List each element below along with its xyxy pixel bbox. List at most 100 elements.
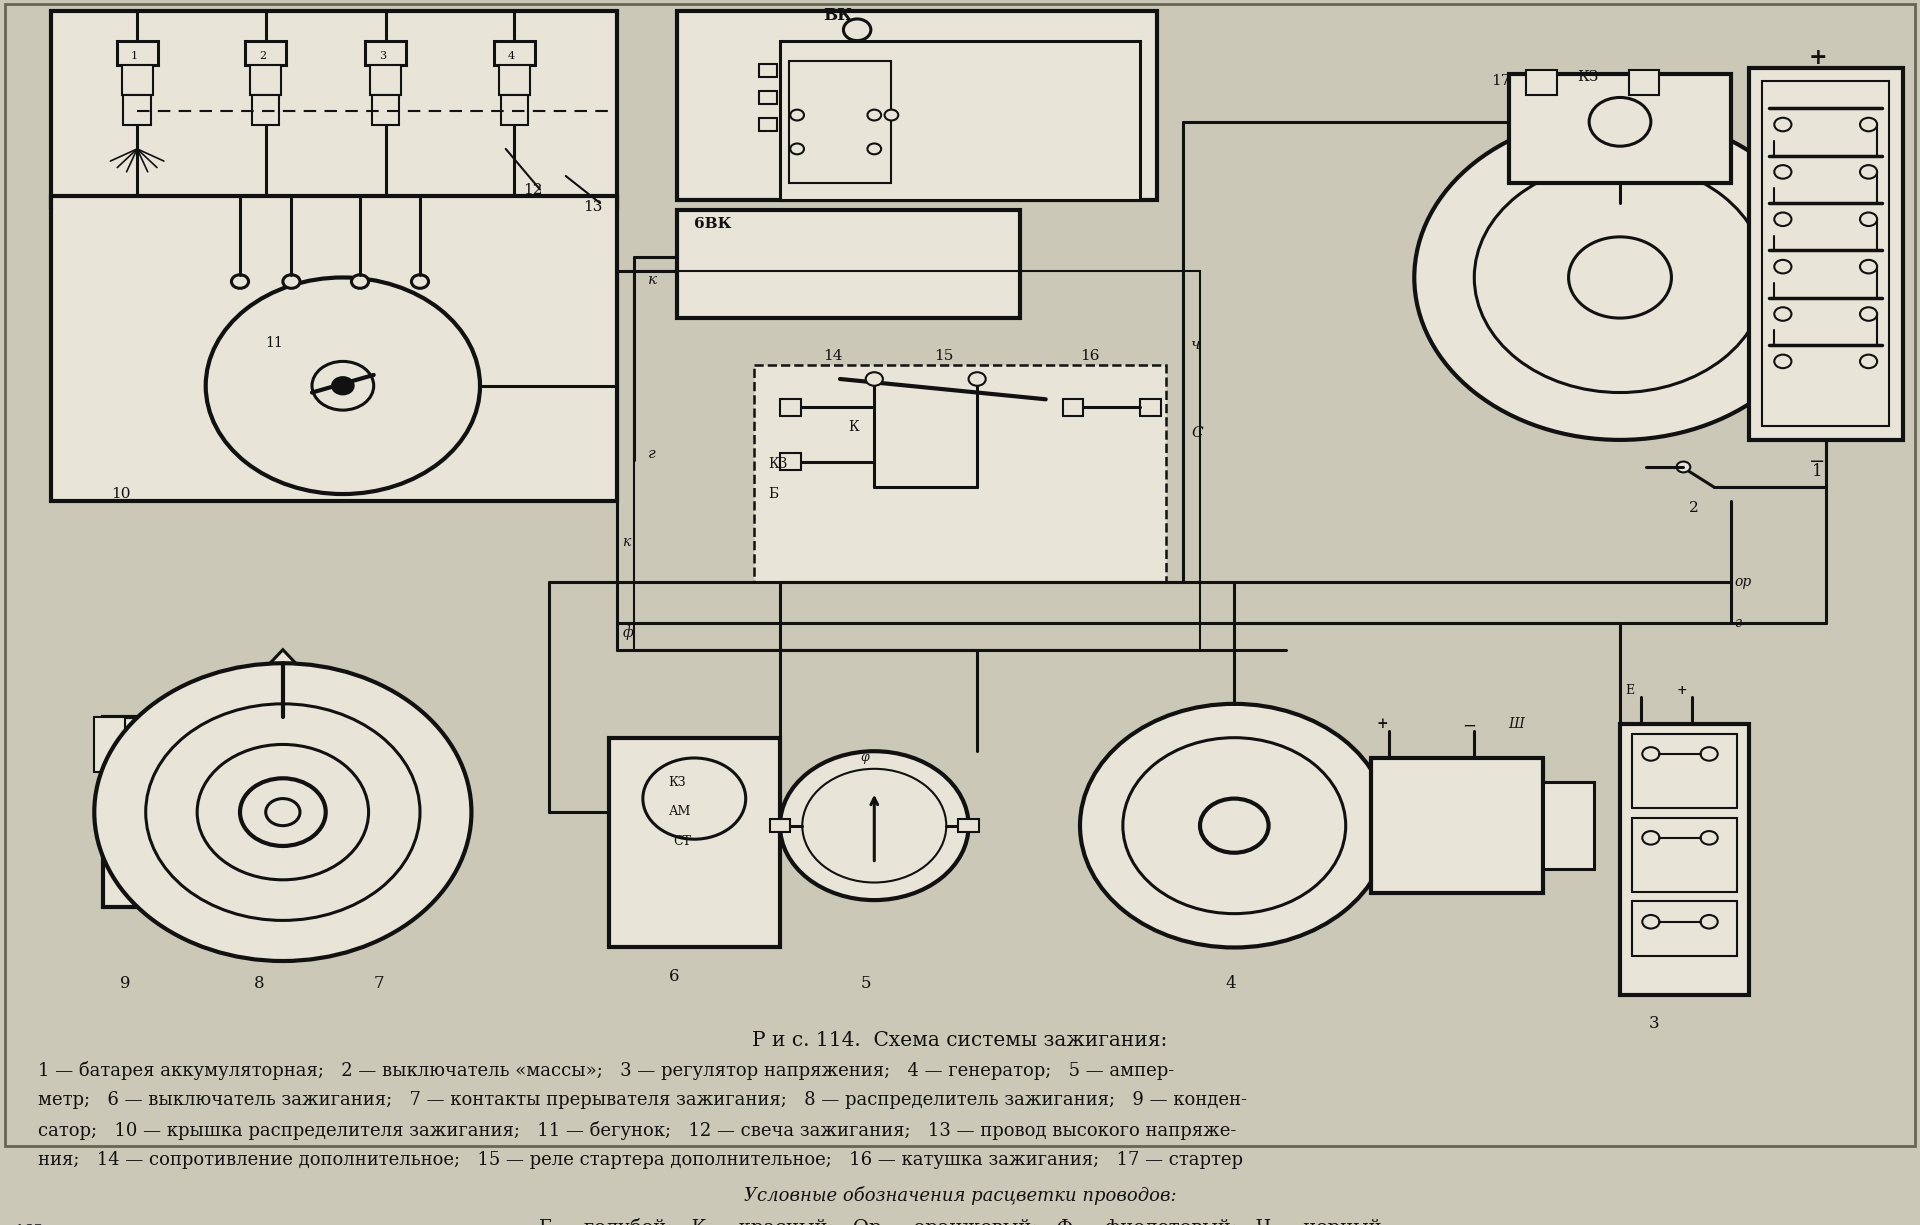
Bar: [1620, 724, 1749, 995]
Circle shape: [791, 143, 804, 154]
Text: ВК: ВК: [824, 7, 852, 23]
Text: Ш: Ш: [1509, 718, 1524, 731]
Text: к: к: [622, 534, 630, 549]
Circle shape: [868, 109, 881, 120]
Text: 4: 4: [507, 51, 515, 61]
Text: К: К: [849, 420, 858, 434]
Bar: [678, 209, 1020, 318]
Text: 2: 2: [259, 51, 267, 61]
Bar: [372, 94, 399, 125]
Bar: [770, 818, 791, 833]
Circle shape: [780, 751, 968, 900]
Circle shape: [1774, 307, 1791, 321]
Text: метр;   6 — выключатель зажигания;   7 — контакты прерывателя зажигания;   8 — р: метр; 6 — выключатель зажигания; 7 — кон…: [38, 1091, 1246, 1109]
Text: φ: φ: [860, 751, 870, 764]
Bar: [780, 40, 1140, 201]
Bar: [250, 65, 280, 94]
Circle shape: [1774, 212, 1791, 227]
Bar: [1064, 399, 1083, 415]
Circle shape: [351, 274, 369, 288]
Bar: [1632, 902, 1736, 956]
Bar: [609, 737, 780, 947]
Bar: [1526, 70, 1557, 94]
Circle shape: [1860, 165, 1878, 179]
Circle shape: [1642, 915, 1659, 929]
Text: КЗ: КЗ: [668, 775, 685, 789]
Circle shape: [1701, 915, 1718, 929]
Circle shape: [866, 372, 883, 386]
Text: к: к: [649, 273, 657, 288]
Polygon shape: [703, 54, 762, 149]
Bar: [246, 40, 286, 65]
Bar: [493, 40, 536, 65]
Text: ф: ф: [622, 625, 634, 641]
Bar: [52, 11, 616, 207]
Text: КЗ: КЗ: [768, 457, 787, 472]
Circle shape: [1123, 737, 1346, 914]
Bar: [52, 196, 616, 501]
Circle shape: [1590, 98, 1651, 146]
Bar: [780, 399, 801, 415]
Text: сатор;   10 — крышка распределителя зажигания;   11 — бегунок;   12 — свеча зажи: сатор; 10 — крышка распределителя зажига…: [38, 1121, 1236, 1139]
Circle shape: [265, 799, 300, 826]
Text: 3: 3: [1649, 1016, 1659, 1033]
Circle shape: [843, 18, 872, 40]
Text: +: +: [1809, 48, 1828, 70]
Circle shape: [1774, 165, 1791, 179]
Text: 6ВК: 6ВК: [695, 217, 732, 230]
Text: КЗ: КЗ: [1576, 70, 1597, 85]
Text: 4: 4: [1225, 975, 1236, 991]
Text: ор: ор: [1736, 576, 1753, 589]
Text: 1: 1: [131, 51, 138, 61]
Text: 165: 165: [13, 1224, 42, 1225]
Circle shape: [1774, 260, 1791, 273]
Bar: [371, 65, 401, 94]
Polygon shape: [257, 649, 309, 676]
Circle shape: [1860, 354, 1878, 369]
Circle shape: [791, 109, 804, 120]
Text: 8: 8: [253, 975, 265, 991]
Bar: [780, 453, 801, 469]
Text: 17: 17: [1492, 75, 1511, 88]
Bar: [499, 65, 530, 94]
Bar: [1371, 758, 1544, 893]
Text: ч: ч: [1192, 338, 1200, 353]
Circle shape: [968, 372, 985, 386]
Circle shape: [146, 704, 420, 920]
Text: 16: 16: [1079, 349, 1100, 364]
Bar: [104, 718, 205, 906]
Circle shape: [1642, 831, 1659, 844]
Text: 2: 2: [1688, 501, 1699, 514]
Bar: [365, 40, 407, 65]
Text: Е: Е: [1624, 684, 1634, 697]
Circle shape: [332, 377, 353, 394]
Circle shape: [1079, 704, 1388, 947]
Bar: [678, 11, 1158, 201]
Text: 3: 3: [378, 51, 386, 61]
Circle shape: [1860, 212, 1878, 227]
Circle shape: [1774, 118, 1791, 131]
Bar: [1544, 783, 1594, 869]
Text: 13: 13: [584, 201, 603, 214]
Bar: [1628, 70, 1659, 94]
Circle shape: [94, 663, 472, 962]
Text: 1: 1: [1812, 463, 1822, 480]
Circle shape: [1676, 462, 1690, 473]
Text: 5: 5: [860, 975, 872, 991]
Circle shape: [643, 758, 745, 839]
Text: Б: Б: [768, 488, 778, 501]
Bar: [252, 94, 280, 125]
Circle shape: [311, 361, 374, 410]
Bar: [121, 65, 152, 94]
Circle shape: [240, 778, 326, 846]
Circle shape: [1860, 118, 1878, 131]
Bar: [1749, 67, 1903, 440]
Circle shape: [1860, 260, 1878, 273]
Bar: [1763, 81, 1889, 426]
Text: 11: 11: [265, 336, 284, 349]
Bar: [789, 61, 891, 183]
Text: 7: 7: [374, 975, 384, 991]
Circle shape: [205, 278, 480, 494]
Text: +: +: [1676, 684, 1688, 697]
Text: АМ: АМ: [668, 805, 691, 818]
